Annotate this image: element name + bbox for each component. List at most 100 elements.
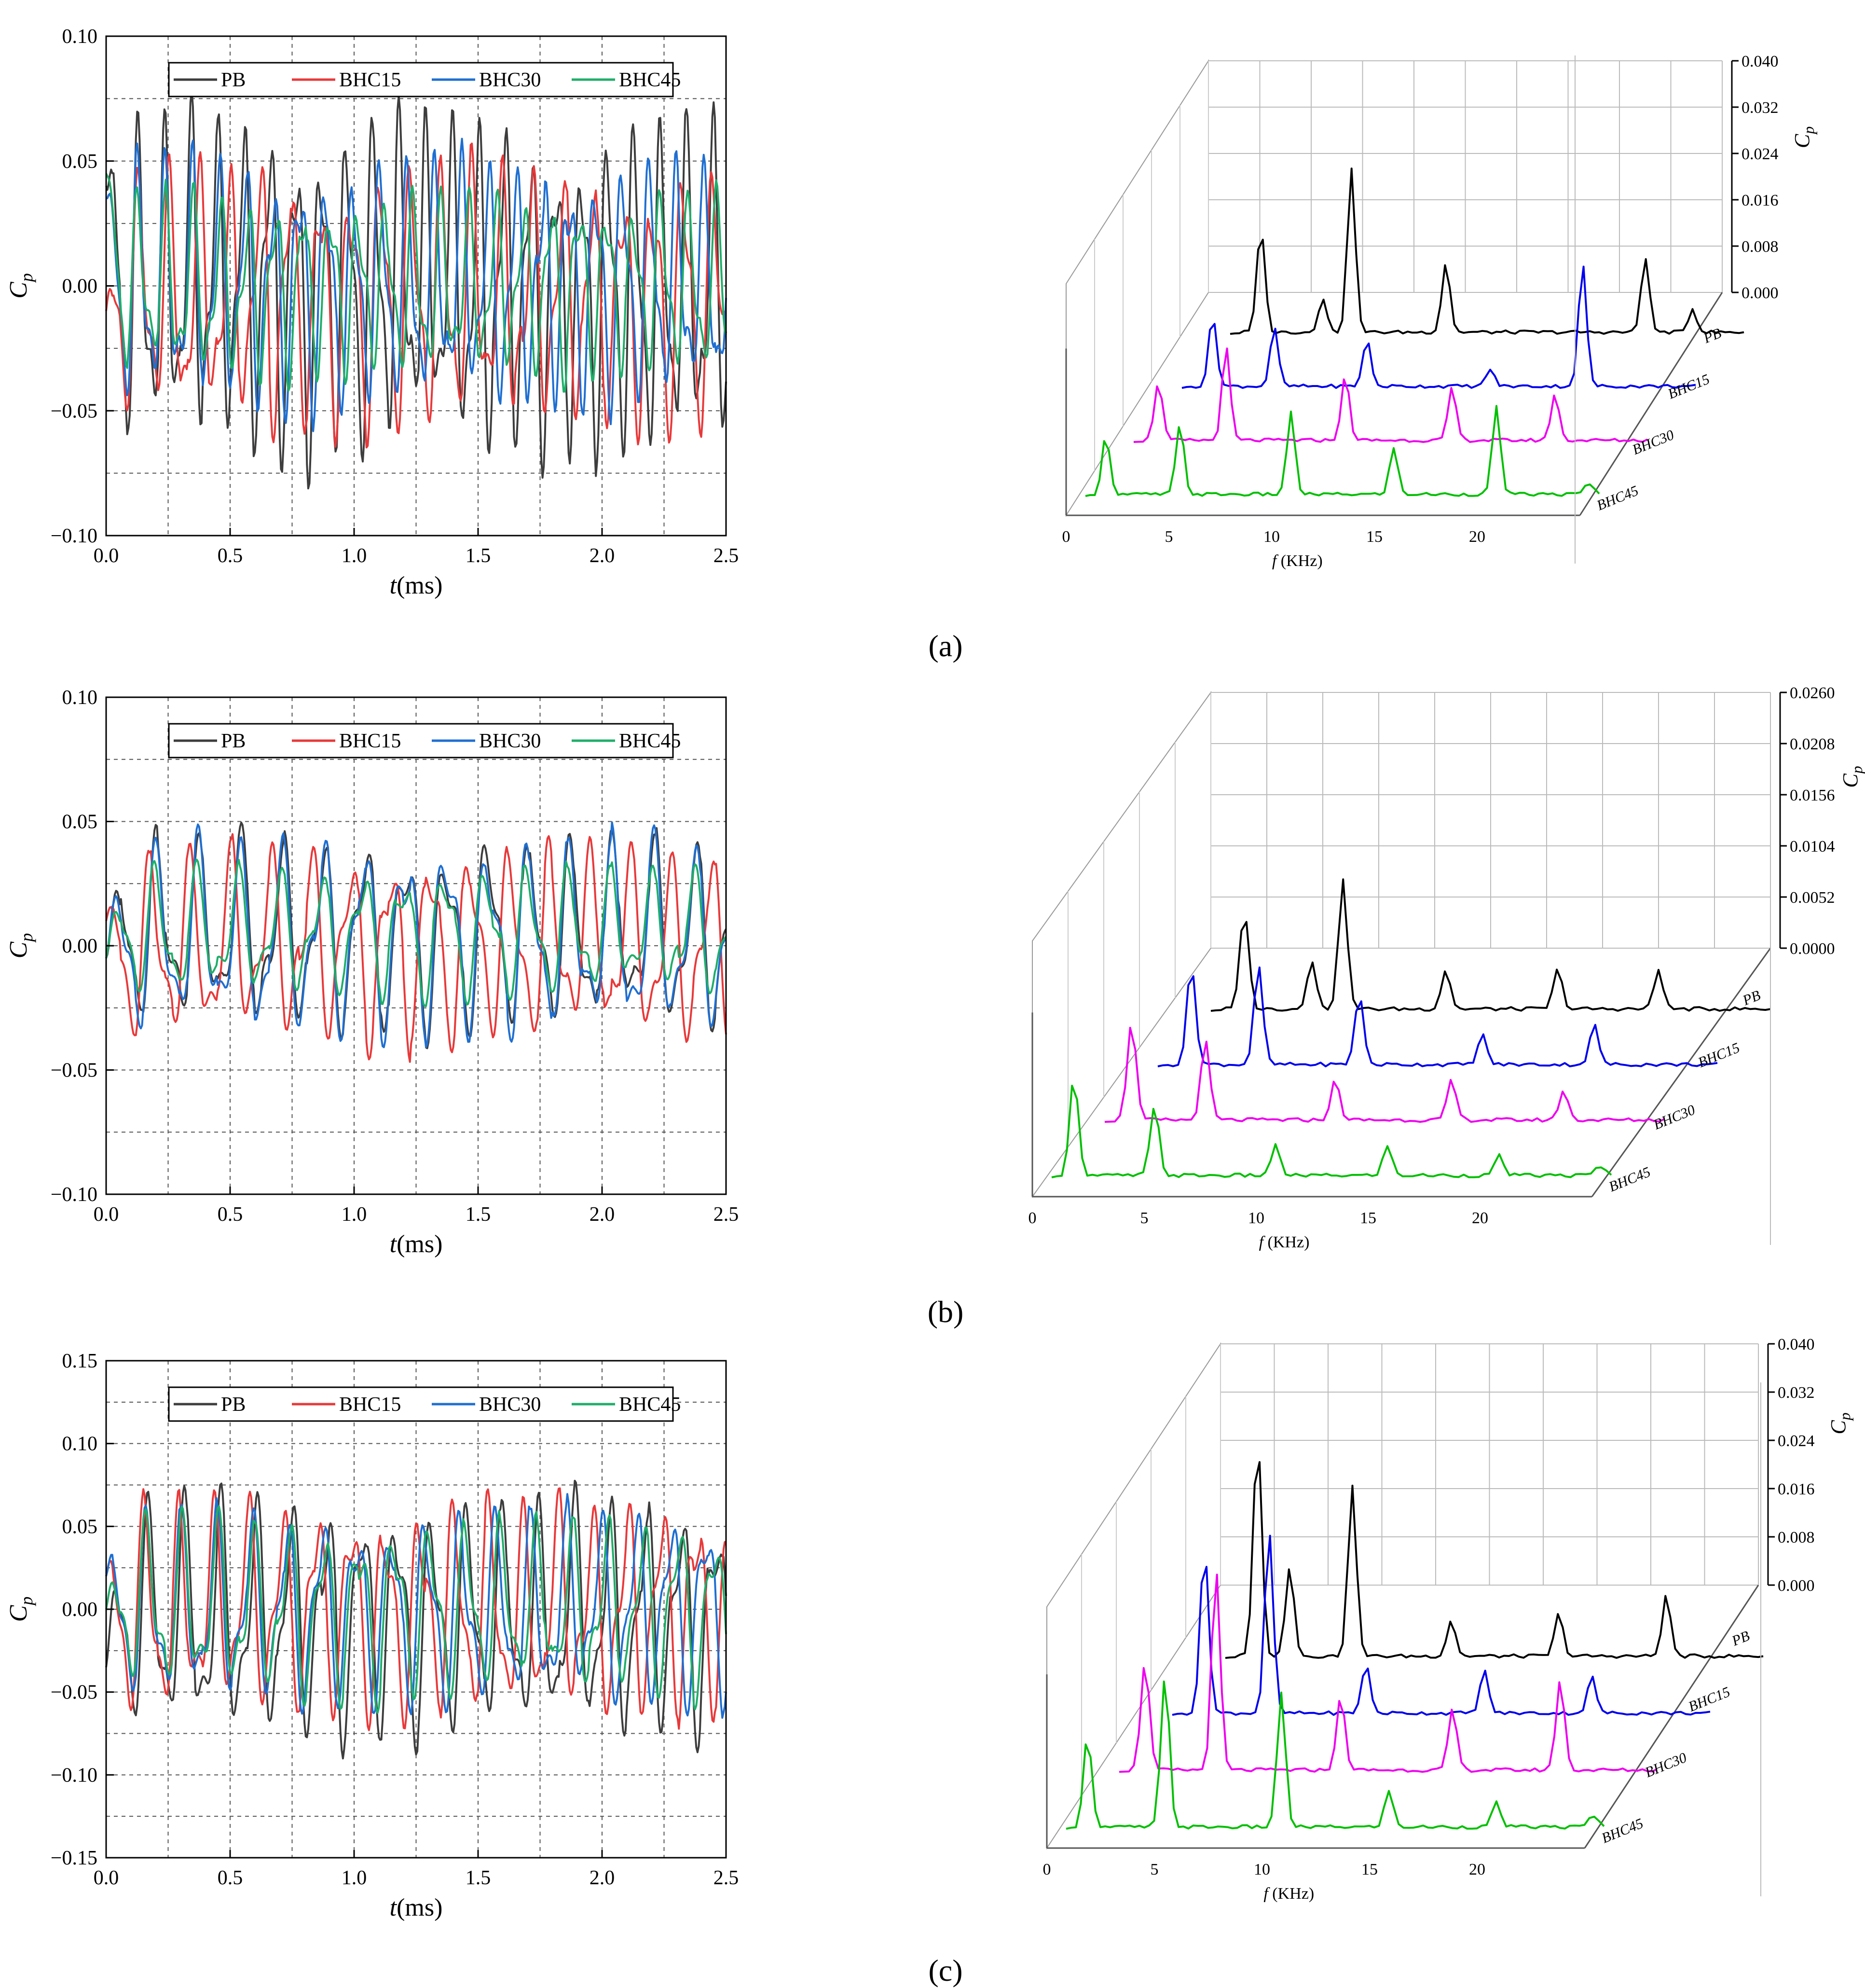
spectrum-line-BHC30	[1133, 347, 1648, 443]
y-tick-label: 0.05	[62, 1516, 98, 1538]
spectrum-line-BHC15	[1172, 1534, 1711, 1716]
series-line-BHC15	[105, 142, 727, 449]
x-axis-label: t(ms)	[390, 1230, 443, 1258]
f-tick-label: 10	[1254, 1861, 1270, 1878]
spectrum-line-BHC30	[1104, 1026, 1665, 1123]
y-tick-label: 0.10	[62, 687, 98, 709]
x-tick-label: 0.0	[94, 1203, 119, 1226]
z-tick-label: 0.0156	[1790, 787, 1835, 804]
f-tick-label: 15	[1366, 528, 1383, 546]
series-line-PB	[105, 1479, 727, 1760]
f-axis-label: f (KHz)	[1272, 552, 1323, 570]
legend-label-PB: PB	[221, 69, 246, 91]
x-tick-label: 0.0	[94, 545, 119, 567]
x-tick-label: 0.5	[218, 1203, 243, 1226]
x-tick-label: 2.5	[713, 1203, 739, 1226]
y-tick-label: 0.00	[62, 935, 98, 957]
z-tick-label: 0.0260	[1790, 684, 1835, 702]
legend-label-PB: PB	[221, 730, 246, 752]
x-tick-label: 1.5	[466, 545, 491, 567]
series-line-BHC45	[105, 1505, 727, 1714]
legend-label-BHC15: BHC15	[339, 1394, 401, 1416]
y-tick-label: 0.10	[62, 1433, 98, 1455]
y-tick-label: 0.15	[62, 1350, 98, 1372]
spectrum-line-BHC45	[1066, 1680, 1605, 1830]
y-tick-label: 0.00	[62, 1599, 98, 1621]
y-tick-label: −0.10	[51, 1184, 97, 1206]
f-tick-label: 0	[1043, 1861, 1051, 1878]
series-line-BHC45	[105, 858, 727, 1007]
floor-right	[1591, 948, 1771, 1197]
series-line-PB	[105, 88, 727, 490]
legend: PB BHC15 BHC30 BHC45	[168, 62, 681, 97]
f-tick-label: 5	[1140, 1209, 1149, 1227]
spectrum-line-BHC15	[1157, 966, 1718, 1067]
legend-label-BHC30: BHC30	[479, 1394, 541, 1416]
legend-label-BHC45: BHC45	[619, 69, 681, 91]
z-tick-label: 0.040	[1742, 53, 1779, 70]
time-chart-b: 0.0 0.5 1.0 1.5 2.0 2.5 −0.10 −0.05 0.00 0.05 0.10…	[5, 687, 739, 1258]
f-tick-label: 0	[1062, 528, 1070, 546]
legend: PB BHC15 BHC30 BHC45	[168, 1386, 681, 1422]
z-tick-label: 0.000	[1778, 1577, 1815, 1595]
legend-label-PB: PB	[221, 1394, 246, 1416]
z-tick-label: 0.0052	[1790, 889, 1835, 907]
f-axis-label: f (KHz)	[1263, 1885, 1314, 1903]
legend-label-BHC30: BHC30	[479, 69, 541, 91]
spectrum-line-BHC30	[1119, 1574, 1658, 1773]
floor-right	[1584, 1585, 1759, 1849]
spectrum-line-PB	[1225, 1461, 1764, 1659]
f-tick-label: 20	[1472, 1209, 1488, 1227]
legend-label-BHC15: BHC15	[339, 730, 401, 752]
legend: PB BHC15 BHC30 BHC45	[168, 723, 681, 759]
y-tick-label: 0.00	[62, 276, 98, 298]
x-tick-label: 2.0	[590, 1203, 615, 1226]
legend-label-BHC15: BHC15	[339, 69, 401, 91]
x-tick-label: 1.0	[342, 545, 367, 567]
z-axis-label: Cp	[1826, 1412, 1853, 1434]
y-tick-label: −0.10	[51, 1764, 97, 1786]
z-tick-label: 0.024	[1742, 145, 1779, 163]
x-tick-label: 1.5	[466, 1203, 491, 1226]
z-tick-label: 0.0208	[1790, 735, 1835, 753]
z-tick-label: 0.016	[1742, 192, 1779, 209]
x-tick-label: 1.5	[466, 1867, 491, 1889]
f-tick-label: 10	[1263, 528, 1280, 546]
legend-label-BHC45: BHC45	[619, 1394, 681, 1416]
x-tick-label: 0.0	[94, 1867, 119, 1889]
z-tick-label: 0.016	[1778, 1480, 1815, 1498]
series-line-BHC15	[105, 1487, 727, 1731]
x-tick-label: 1.0	[342, 1867, 367, 1889]
spectrum-line-PB	[1210, 878, 1771, 1012]
spectrum-line-BHC15	[1181, 265, 1696, 389]
f-tick-label: 5	[1151, 1861, 1159, 1878]
z-axis-label: Cp	[1838, 766, 1865, 787]
x-tick-label: 2.0	[590, 545, 615, 567]
legend-label-BHC45: BHC45	[619, 730, 681, 752]
y-tick-label: 0.05	[62, 151, 98, 173]
caption-a: (a)	[928, 629, 962, 663]
x-tick-label: 2.5	[713, 545, 739, 567]
f-tick-label: 0	[1028, 1209, 1037, 1227]
caption-c: (c)	[928, 1953, 962, 1988]
x-axis-label: t(ms)	[390, 1894, 443, 1921]
f-axis-label: f (KHz)	[1259, 1233, 1310, 1251]
x-axis-label: t(ms)	[390, 572, 443, 599]
f-tick-label: 15	[1360, 1209, 1376, 1227]
z-axis-label: Cp	[1790, 126, 1817, 148]
z-tick-label: 0.040	[1778, 1336, 1815, 1353]
y-tick-label: −0.05	[51, 1060, 97, 1082]
z-tick-label: 0.032	[1778, 1384, 1815, 1402]
x-tick-label: 1.0	[342, 1203, 367, 1226]
f-tick-label: 10	[1248, 1209, 1264, 1227]
z-tick-label: 0.000	[1742, 284, 1779, 302]
y-axis-label: Cp	[5, 1597, 36, 1622]
floor-right	[1579, 292, 1723, 516]
time-chart-c: 0.0 0.5 1.0 1.5 2.0 2.5 −0.15 −0.10 −0.05 0.00 0.0…	[5, 1350, 739, 1921]
y-tick-label: −0.10	[51, 525, 97, 547]
f-tick-label: 15	[1361, 1861, 1378, 1878]
series-line-BHC15	[105, 833, 727, 1063]
spectrum-line-BHC45	[1085, 405, 1600, 497]
